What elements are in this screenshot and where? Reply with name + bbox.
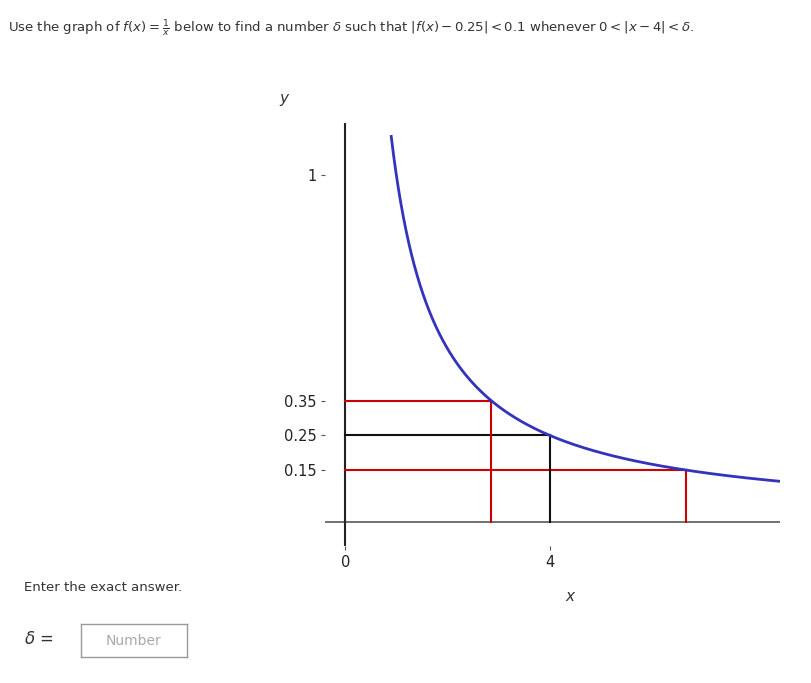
Text: $\delta$ =: $\delta$ = bbox=[24, 630, 54, 647]
Text: Enter the exact answer.: Enter the exact answer. bbox=[24, 581, 182, 594]
Text: Number: Number bbox=[106, 634, 161, 647]
Text: x: x bbox=[565, 589, 574, 604]
Text: y: y bbox=[279, 91, 288, 106]
Text: Use the graph of $f(x) = \frac{1}{x}$ below to find a number $\delta$ such that : Use the graph of $f(x) = \frac{1}{x}$ be… bbox=[8, 17, 693, 38]
